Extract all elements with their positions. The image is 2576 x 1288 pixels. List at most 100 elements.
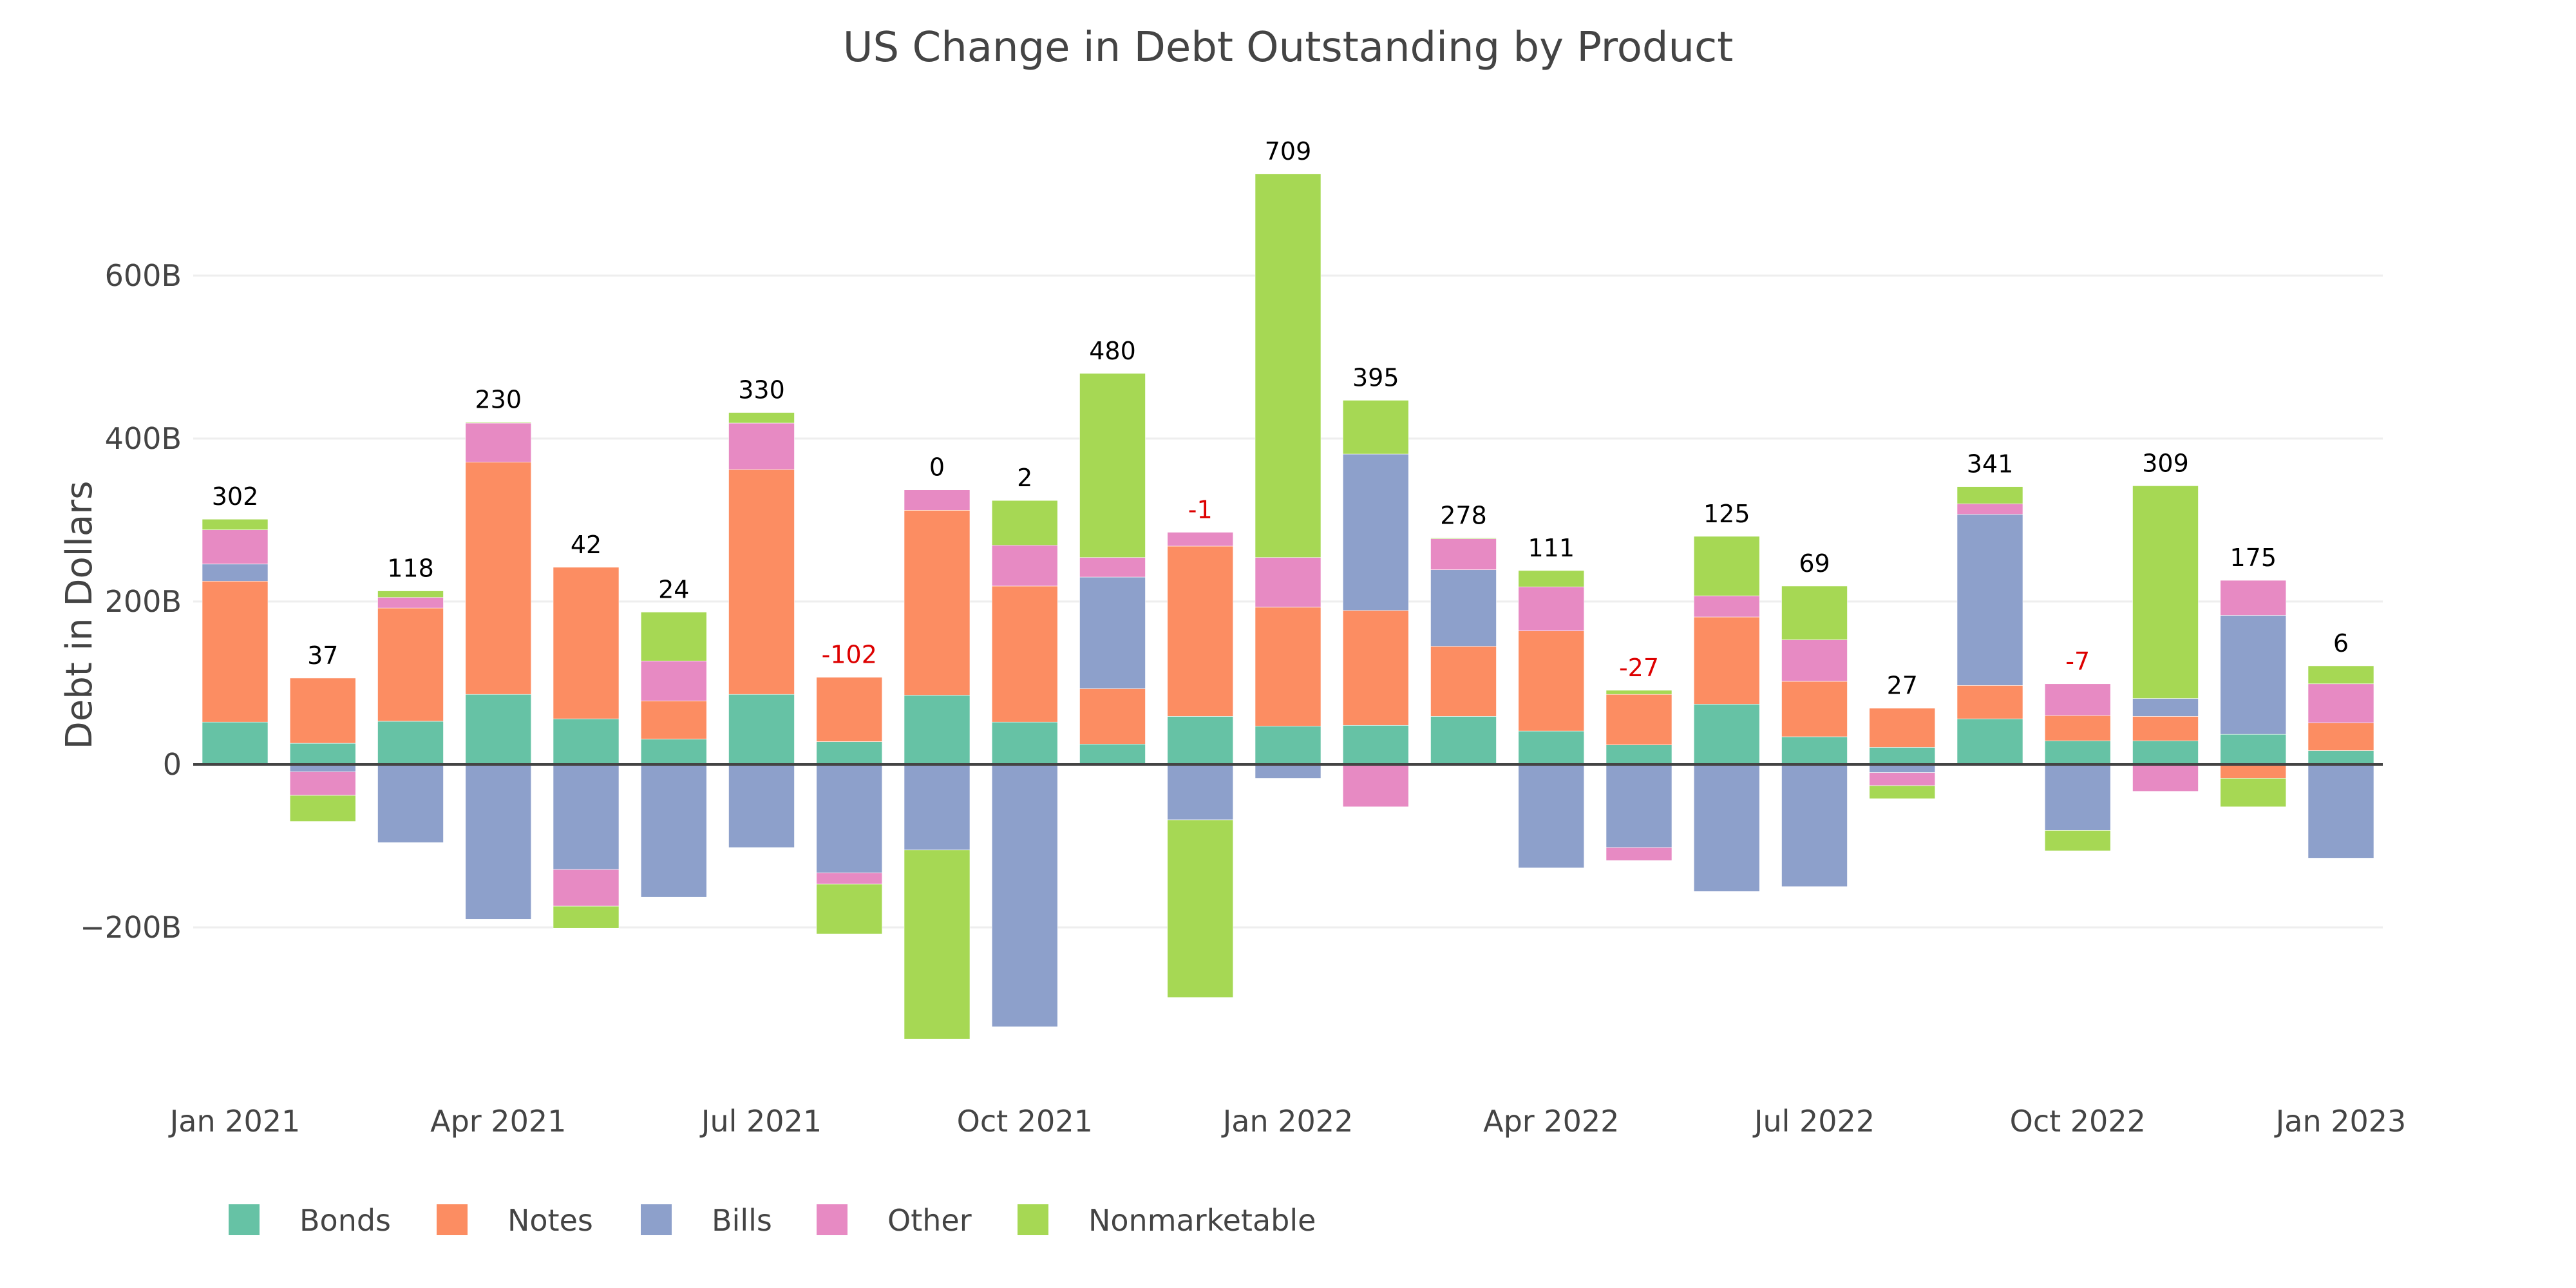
bar-segment-other — [816, 872, 883, 885]
bar-total-label: 125 — [1703, 500, 1750, 528]
bar-segment-bills — [1956, 514, 2023, 686]
bar-segment-nonmarketable — [1869, 785, 1936, 799]
y-tick-label: 0 — [163, 747, 182, 782]
bar-segment-nonmarketable — [728, 412, 795, 424]
bar-segment-notes — [289, 677, 356, 744]
bar-segment-bonds — [991, 721, 1058, 765]
bar-segment-bonds — [1869, 747, 1936, 765]
bar-segment-other — [377, 597, 444, 609]
legend-swatch — [229, 1204, 260, 1235]
legend-label: Nonmarketable — [1088, 1203, 1316, 1238]
bar-total-label: 69 — [1799, 549, 1830, 578]
bar-segment-notes — [553, 567, 620, 719]
bar-segment-notes — [1693, 616, 1760, 705]
bar-segment-nonmarketable — [904, 849, 971, 1039]
bar-segment-nonmarketable — [640, 612, 707, 661]
bar-total-label: 111 — [1528, 534, 1575, 562]
bar-total-label: 0 — [929, 453, 945, 482]
bar-segment-nonmarketable — [816, 884, 883, 934]
legend-label: Notes — [507, 1203, 593, 1238]
bar-total-label: 302 — [212, 482, 259, 511]
bar-segment-nonmarketable — [1956, 486, 2023, 504]
bar-segment-bonds — [816, 741, 883, 765]
bar-total-label: 278 — [1440, 501, 1487, 529]
x-tick-label: Jul 2021 — [699, 1104, 822, 1139]
total-labels: 302 37 118 230 42 24 330 -102 0 2 480 -1 709 395 278 11… — [212, 137, 2349, 700]
legend: Bonds Notes Bills Other Nonmarketable — [229, 1203, 1316, 1238]
bar-segment-notes — [377, 607, 444, 722]
legend-swatch — [1018, 1204, 1048, 1235]
bar-segment-bonds — [1956, 718, 2023, 765]
bar-total-label: 341 — [1967, 450, 2014, 478]
bar-segment-bonds — [1255, 726, 1321, 765]
bar-segment-nonmarketable — [377, 591, 444, 598]
y-axis-label: Debt in Dollars — [59, 481, 100, 750]
bar-segment-other — [1079, 557, 1146, 578]
bar-segment-nonmarketable — [1781, 585, 1848, 640]
bar-segment-other — [2307, 683, 2374, 723]
bar-segment-bills — [1781, 764, 1848, 887]
bar-segment-other — [289, 772, 356, 796]
bar-segment-other — [1255, 557, 1321, 608]
bar-segment-bills — [553, 764, 620, 870]
bar-segment-nonmarketable — [1079, 373, 1146, 558]
bar-segment-notes — [2307, 723, 2374, 751]
y-tick-label: −200B — [80, 910, 182, 945]
bar-segment-nonmarketable — [1342, 400, 1409, 455]
bar-segment-bills — [991, 764, 1058, 1027]
bar-segment-bills — [1605, 764, 1672, 848]
bar-segment-bonds — [465, 694, 532, 765]
x-axis-ticks: Jan 2021 Apr 2021 Jul 2021 Oct 2021 Jan 2022… — [168, 1104, 2407, 1139]
bar-segment-bonds — [1079, 744, 1146, 765]
bar-segment-nonmarketable — [2044, 830, 2111, 851]
bar-total-label: 709 — [1265, 137, 1312, 166]
bar-total-label: 175 — [2230, 544, 2277, 572]
bar-segment-notes — [2044, 715, 2111, 741]
chart-title: US Change in Debt Outstanding by Product — [843, 24, 1734, 71]
x-tick-label: Jan 2023 — [2274, 1104, 2407, 1139]
bar-segment-bills — [2307, 764, 2374, 858]
legend-item-notes[interactable]: Notes — [437, 1203, 593, 1238]
bar-segment-other — [904, 489, 971, 511]
bar-segment-bills — [2220, 615, 2287, 735]
bar-segment-bills — [2132, 698, 2199, 717]
bar-segment-bills — [1255, 764, 1321, 779]
x-tick-label: Jul 2022 — [1752, 1104, 1875, 1139]
bar-segment-bonds — [2307, 750, 2374, 765]
y-tick-label: 600B — [105, 258, 182, 293]
bar-segment-nonmarketable — [202, 518, 269, 530]
bar-segment-bonds — [1167, 716, 1234, 765]
bar-segment-bills — [1079, 576, 1146, 689]
bar-segment-notes — [1869, 708, 1936, 748]
bar-segment-nonmarketable — [1518, 570, 1585, 587]
legend-item-bills[interactable]: Bills — [641, 1203, 772, 1238]
bar-segment-notes — [1605, 694, 1672, 745]
bar-total-label: 395 — [1352, 364, 1399, 392]
bar-segment-bonds — [728, 694, 795, 765]
bar-segment-bonds — [2220, 734, 2287, 765]
bar-segment-bonds — [1342, 724, 1409, 765]
legend-item-other[interactable]: Other — [817, 1203, 972, 1238]
bar-total-label: 37 — [307, 641, 338, 670]
bars — [202, 173, 2374, 1039]
bar-segment-notes — [1518, 630, 1585, 732]
bar-segment-bonds — [202, 721, 269, 765]
bar-segment-other — [1430, 538, 1497, 570]
legend-item-nonmarketable[interactable]: Nonmarketable — [1018, 1203, 1316, 1238]
bar-total-label: 330 — [738, 376, 785, 404]
bar-segment-other — [1518, 586, 1585, 631]
legend-swatch — [641, 1204, 672, 1235]
bar-segment-bills — [1693, 764, 1760, 892]
bar-segment-notes — [991, 585, 1058, 723]
bar-segment-bills — [904, 764, 971, 851]
bar-segment-bonds — [2132, 741, 2199, 765]
bar-segment-nonmarketable — [1605, 690, 1672, 695]
bar-segment-other — [2132, 764, 2199, 792]
bar-segment-bonds — [640, 739, 707, 765]
bar-segment-bonds — [1518, 730, 1585, 765]
bar-segment-bills — [1342, 453, 1409, 611]
legend-item-bonds[interactable]: Bonds — [229, 1203, 391, 1238]
bar-segment-bills — [465, 764, 532, 920]
bar-total-label: -102 — [822, 641, 877, 669]
